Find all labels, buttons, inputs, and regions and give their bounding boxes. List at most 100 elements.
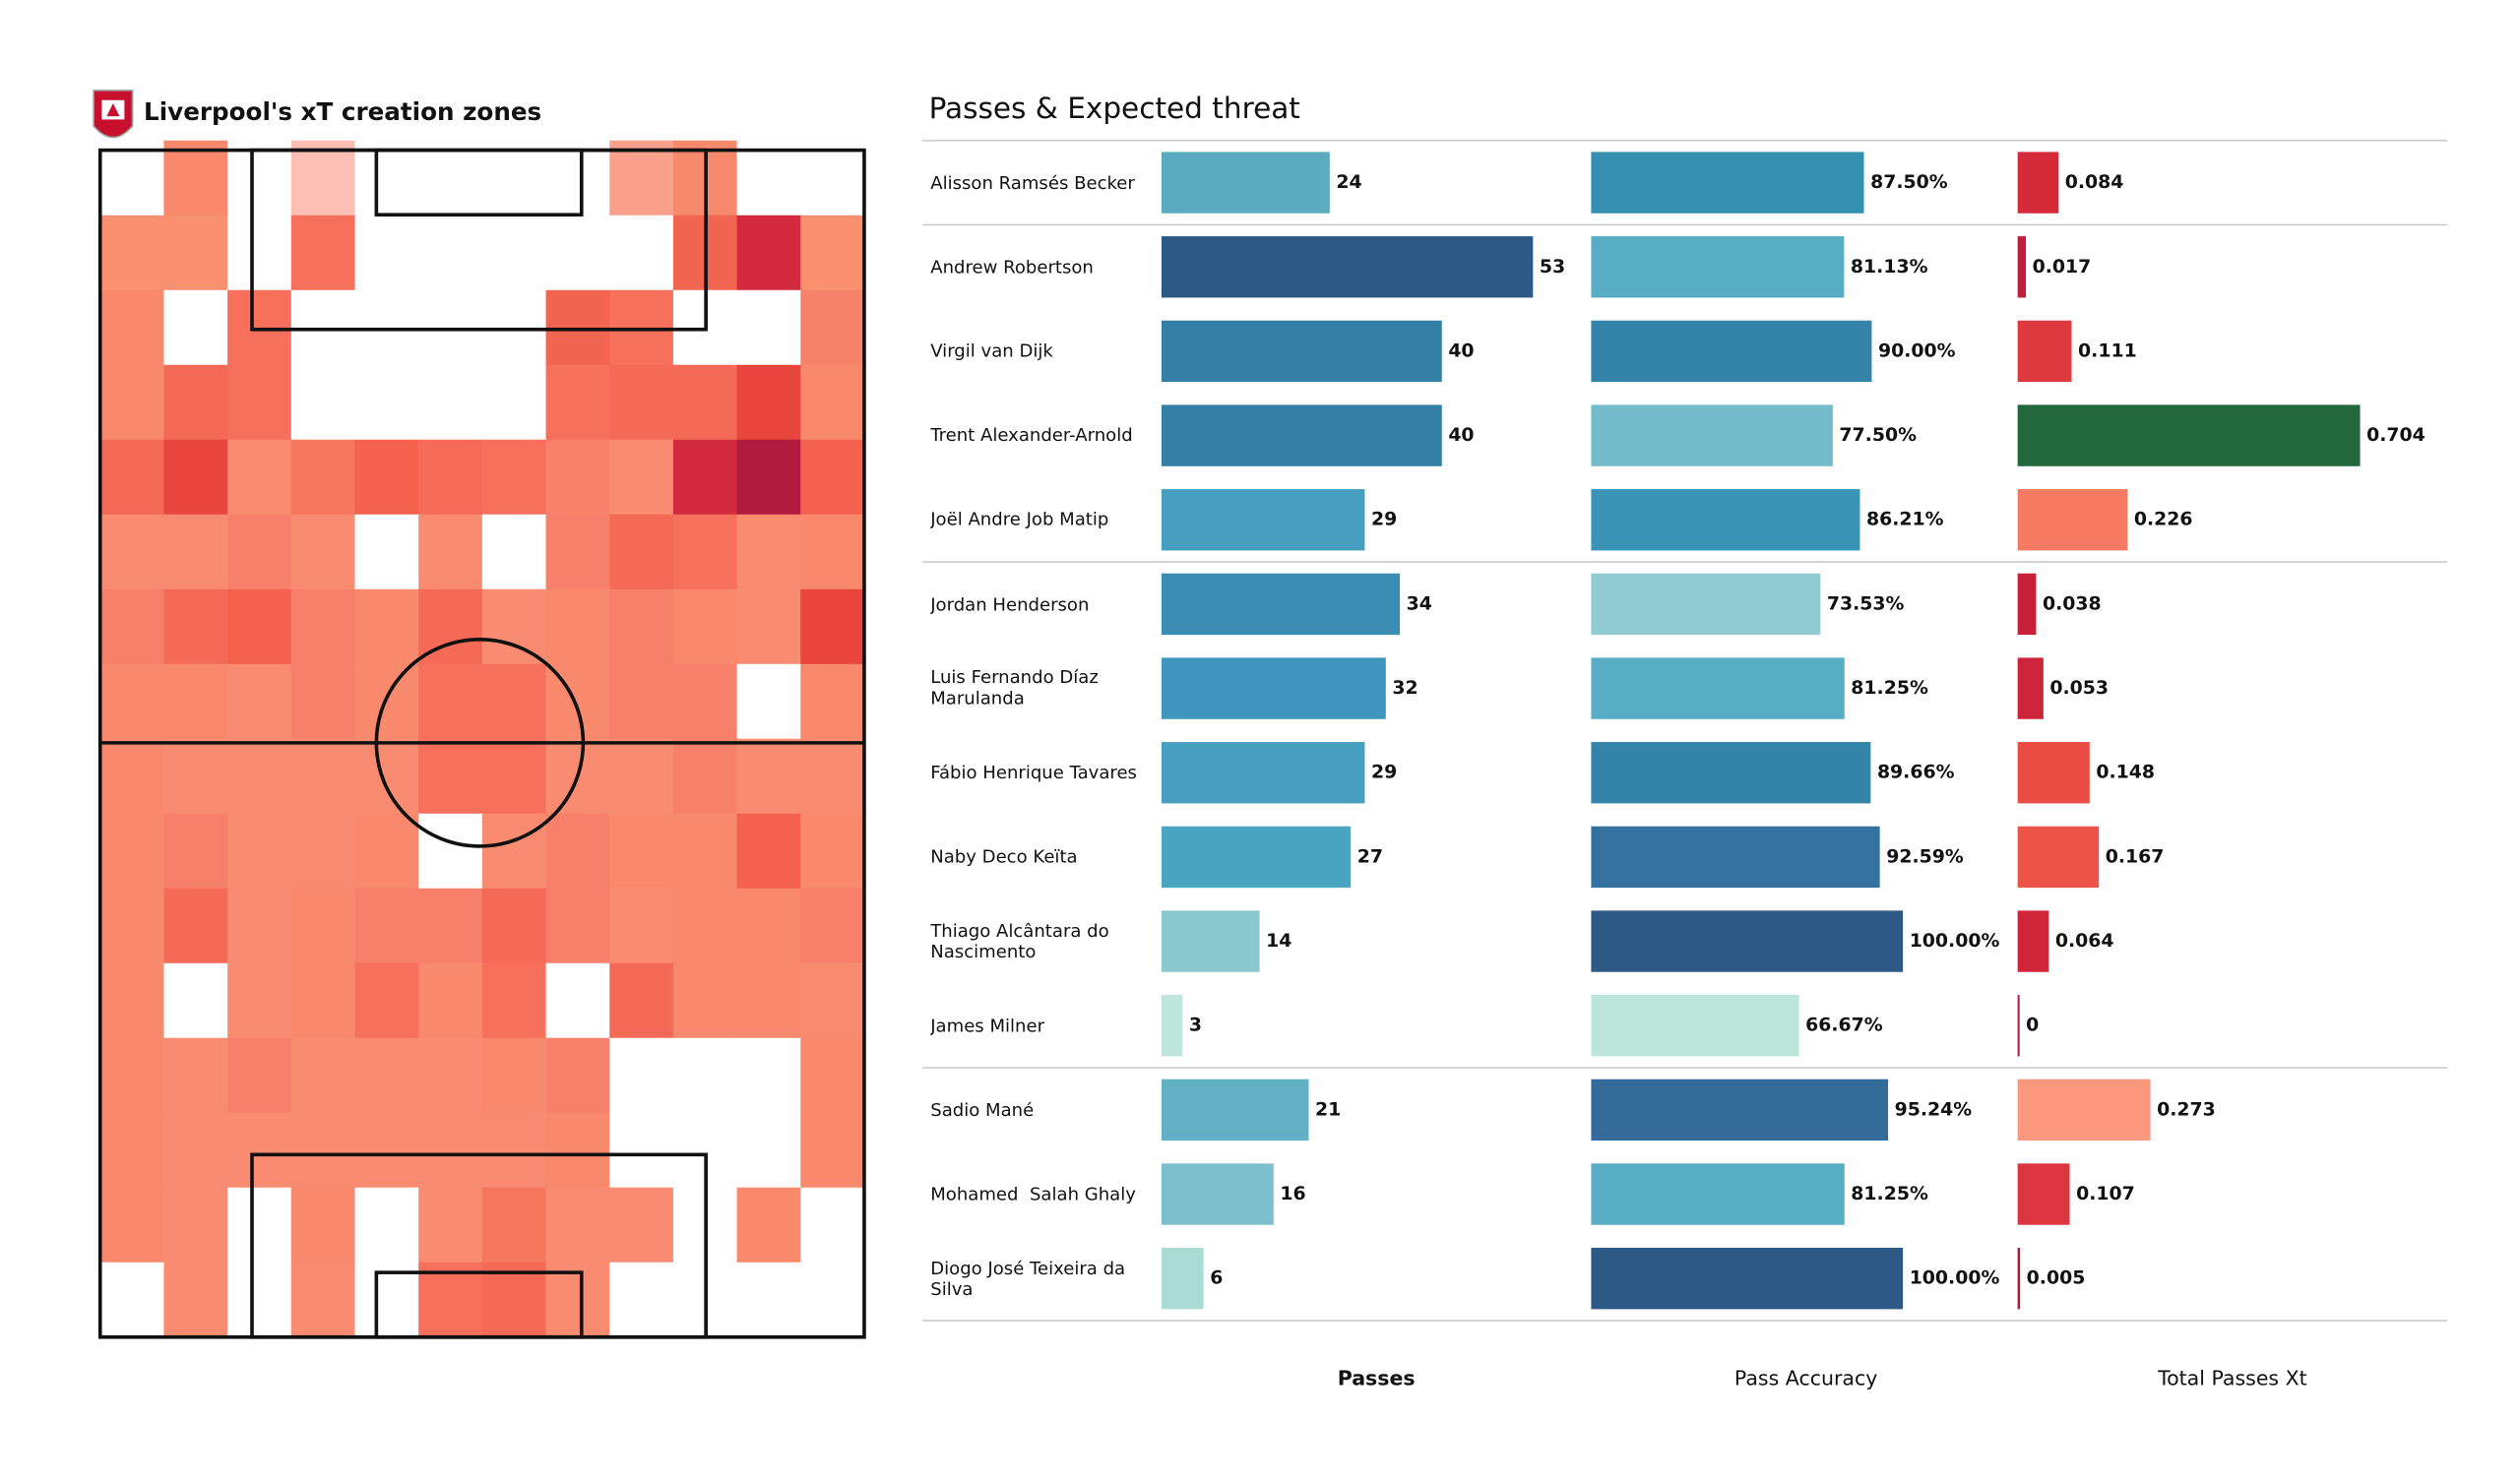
bar (1161, 489, 1365, 551)
heatmap (99, 140, 865, 1338)
heat-cell (418, 140, 483, 216)
heat-cell (800, 663, 865, 740)
heat-cell (609, 1037, 674, 1114)
heat-cell (800, 514, 865, 590)
heat-cell (545, 140, 611, 216)
heat-cell (290, 364, 356, 441)
heat-cell (290, 215, 356, 291)
heat-cell (163, 1187, 228, 1264)
heat-cell (481, 140, 547, 216)
heat-cell (672, 514, 738, 590)
player-name: Joël Andre Job Matip (930, 509, 1109, 530)
table-title: Passes & Expected threat (929, 92, 1300, 125)
column-header: Total Passes Xt (2157, 1366, 2307, 1389)
heat-cell (418, 215, 483, 291)
heat-cell (163, 588, 228, 665)
heat-cell (545, 663, 611, 740)
heat-cell (736, 888, 802, 964)
heat-cell (481, 588, 547, 665)
bar (1161, 573, 1401, 636)
player-name: Andrew Robertson (930, 256, 1094, 278)
heat-cell (99, 588, 165, 665)
heat-cell (418, 439, 483, 516)
value-label: 0.111 (2078, 339, 2137, 361)
value-label: 77.50% (1839, 424, 1917, 446)
value-label: 40 (1448, 339, 1474, 361)
player-name: Fábio Henrique Tavares (930, 762, 1137, 783)
bar (1591, 236, 1845, 298)
heat-cell (163, 364, 228, 441)
heat-cell (800, 439, 865, 516)
heat-cell (736, 514, 802, 590)
heat-cell (227, 514, 292, 590)
heat-cell (481, 663, 547, 740)
heat-cell (481, 514, 547, 590)
bar (1591, 320, 1872, 383)
player-name-box: Sadio Mané (930, 1099, 1034, 1120)
bar (1161, 1163, 1274, 1225)
heat-cell (481, 1112, 547, 1189)
value-label: 0.226 (2134, 509, 2193, 530)
heat-cell (609, 738, 674, 815)
heat-cell (545, 962, 611, 1039)
heat-cell (354, 663, 419, 740)
heat-cell (609, 663, 674, 740)
heat-cell (354, 738, 419, 815)
heat-cell (736, 588, 802, 665)
heat-cell (609, 962, 674, 1039)
bar (2017, 320, 2072, 383)
bar (1161, 404, 1442, 466)
value-label: 81.13% (1851, 256, 1928, 278)
value-label: 0.148 (2096, 762, 2155, 783)
heat-cell (290, 514, 356, 590)
heat-cell (418, 888, 483, 964)
player-name: Luis Fernando Díaz Marulanda (930, 667, 1104, 709)
club-crest (93, 90, 134, 139)
heat-cell (163, 1037, 228, 1114)
heat-cell (354, 439, 419, 516)
heat-cell (800, 738, 865, 815)
bar (1591, 910, 1904, 972)
value-label: 0.017 (2033, 256, 2092, 278)
heat-cell (227, 813, 292, 890)
value-label: 32 (1392, 677, 1418, 699)
heat-cell (800, 813, 865, 890)
heat-cell (736, 813, 802, 890)
heat-cell (609, 588, 674, 665)
player-name-box: James Milner (930, 1015, 1045, 1036)
heat-cell (736, 1037, 802, 1114)
heat-cell (354, 1262, 419, 1338)
heat-cell (672, 364, 738, 441)
heat-cell (545, 888, 611, 964)
value-label: 100.00% (1910, 1267, 2000, 1289)
value-label: 0.053 (2049, 677, 2109, 699)
heat-cell (227, 1187, 292, 1264)
heat-cell (354, 1187, 419, 1264)
value-label: 0.704 (2366, 424, 2426, 446)
value-label: 95.24% (1895, 1098, 1973, 1120)
heat-cell (800, 1037, 865, 1114)
heat-cell (227, 738, 292, 815)
heat-cell (609, 439, 674, 516)
heat-cell (227, 364, 292, 441)
heat-cell (609, 1112, 674, 1189)
heat-cell (290, 1262, 356, 1338)
heat-cell (609, 1187, 674, 1264)
player-name: James Milner (930, 1015, 1045, 1036)
bar-table: Alisson Ramsés Becker 24 87.50% 0.084 Andrew… (922, 139, 2448, 1389)
bar (2017, 1079, 2151, 1141)
value-label: 3 (1189, 1015, 1202, 1036)
value-label: 6 (1210, 1267, 1223, 1289)
value-label: 90.00% (1878, 339, 1956, 361)
player-name-box: Fábio Henrique Tavares (930, 762, 1137, 783)
bar (2017, 489, 2128, 551)
heat-cell (354, 1112, 419, 1189)
player-name: Jordan Henderson (930, 593, 1090, 615)
player-name: Naby Deco Keïta (930, 846, 1078, 868)
heat-cell (227, 888, 292, 964)
heat-cell (418, 364, 483, 441)
heat-cell (418, 514, 483, 590)
heat-cell (800, 215, 865, 291)
heat-cell (354, 888, 419, 964)
player-name-box: Diogo José Teixeira da Silva (930, 1258, 1125, 1300)
